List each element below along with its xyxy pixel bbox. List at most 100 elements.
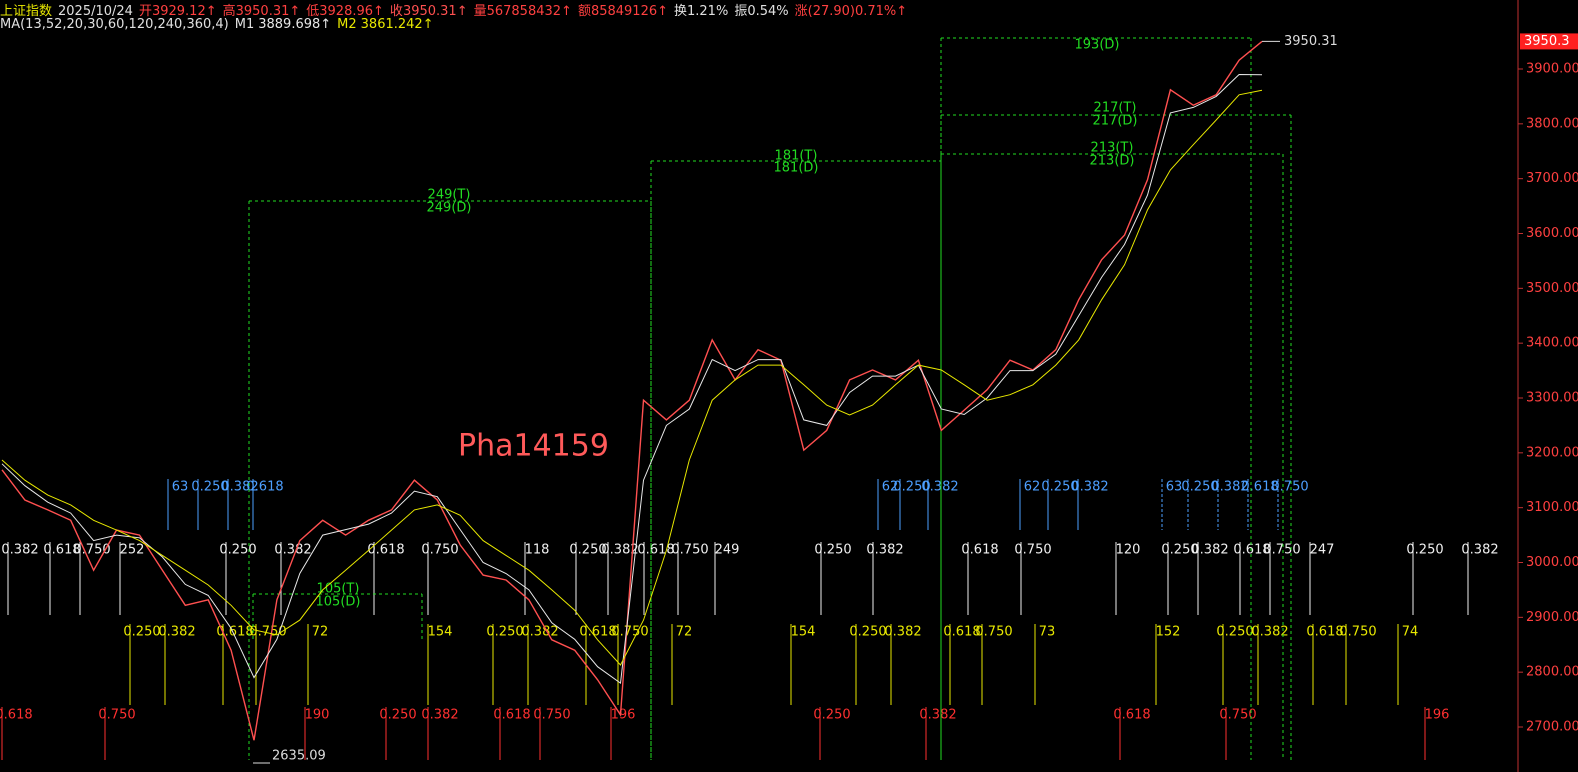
cycle-label: 105(T) bbox=[317, 582, 360, 597]
fib-label: 0.250 bbox=[1406, 543, 1443, 558]
fib-label: 0.250 bbox=[1161, 543, 1198, 558]
series-current: 3950.31↑ bbox=[402, 4, 468, 19]
fib-label: 0.750 bbox=[1271, 480, 1308, 495]
watermark: Pha14159 bbox=[458, 429, 609, 464]
fib-label: 247 bbox=[1310, 543, 1335, 558]
cycle-label: 249(T) bbox=[428, 188, 471, 203]
fib-label: 0.382 bbox=[601, 543, 638, 558]
fib-label: 62 bbox=[882, 480, 899, 495]
cycle-label: 217(T) bbox=[1094, 101, 1137, 116]
fib-label: 0.750 bbox=[1014, 543, 1051, 558]
y-tick-label: 2900.00 bbox=[1526, 610, 1578, 625]
info-item: 开3929.12↑ bbox=[138, 4, 217, 19]
series-name: M2 bbox=[337, 17, 357, 32]
fib-label: 0.618 bbox=[1306, 625, 1343, 640]
header-line: 上证指数 2025/10/24 开3929.12↑ 高3950.31↑ 低3928.96… bbox=[0, 0, 913, 19]
y-tick-label: 3500.00 bbox=[1526, 281, 1578, 296]
fib-label: 0.382 bbox=[1461, 543, 1498, 558]
fib-label: 0.250 bbox=[219, 543, 256, 558]
last-price-label: 3950.3 bbox=[1524, 34, 1570, 49]
fib-label: 0.250 bbox=[486, 625, 523, 640]
fib-label: 0.618 bbox=[1233, 543, 1270, 558]
cycle-label: 213(T) bbox=[1091, 141, 1134, 156]
fib-label: 0.250 bbox=[123, 625, 160, 640]
fib-label: 0.250 bbox=[893, 480, 930, 495]
last-price-box bbox=[1520, 33, 1578, 50]
cycle-label: 105(D) bbox=[316, 595, 361, 610]
fib-label: 0.750 bbox=[671, 543, 708, 558]
y-tick-label: 3800.00 bbox=[1526, 116, 1578, 131]
info-item: 涨(27.90)0.71%↑ bbox=[794, 4, 908, 19]
info-item: 换1.21% bbox=[674, 4, 729, 19]
fib-label: 0.382 bbox=[921, 480, 958, 495]
fib-label: 0.250 bbox=[813, 708, 850, 723]
fib-label: 154 bbox=[791, 625, 816, 640]
fib-label: 0.382 bbox=[1191, 543, 1228, 558]
series-name: M1 bbox=[234, 17, 255, 32]
cycle-label: 181(D) bbox=[774, 161, 819, 176]
fib-label: 0.250 bbox=[569, 543, 606, 558]
fib-label: 0.250 bbox=[1181, 480, 1218, 495]
fib-label: 74 bbox=[1402, 625, 1419, 640]
fib-label: 196 bbox=[611, 708, 636, 723]
fib-label: 0.382 bbox=[1251, 625, 1288, 640]
fib-label: 0.750 bbox=[98, 708, 135, 723]
fib-label: 0.750 bbox=[975, 625, 1012, 640]
cycle-label: 181(T) bbox=[775, 149, 818, 164]
fib-label: 0.382 bbox=[919, 708, 956, 723]
fib-label: 0.750 bbox=[1263, 543, 1300, 558]
fib-label: 62 bbox=[1024, 480, 1041, 495]
y-tick-label: 3000.00 bbox=[1526, 555, 1578, 570]
fib-label: 0.382 bbox=[421, 708, 458, 723]
fib-label: 0.250 bbox=[814, 543, 851, 558]
fib-label: 0.382 bbox=[274, 543, 311, 558]
fib-label: 190 bbox=[305, 708, 330, 723]
fib-label: 0.250 bbox=[191, 480, 228, 495]
series-current: 3861.242↑ bbox=[360, 17, 434, 32]
fib-label: 0.618 bbox=[216, 625, 253, 640]
fib-label: 0.382 bbox=[1211, 480, 1248, 495]
low-label: 2635.09 bbox=[272, 749, 326, 764]
high-label: 3950.31 bbox=[1284, 34, 1338, 49]
fib-label: 0.250 bbox=[1041, 480, 1078, 495]
fib-label: 0.250 bbox=[379, 708, 416, 723]
header-line: MA(13,52,20,30,60,120,240,360,4) M1 3889.6… bbox=[0, 17, 440, 32]
fib-label: 0.250 bbox=[1216, 625, 1253, 640]
ma-title: MA(13,52,20,30,60,120,240,360,4) bbox=[0, 17, 229, 32]
fib-label: 0.750 bbox=[611, 625, 648, 640]
fib-label: 0.382 bbox=[1, 543, 38, 558]
fib-label: 73 bbox=[1039, 625, 1056, 640]
fib-label: 0.750 bbox=[1339, 625, 1376, 640]
fib-label: 0.382 bbox=[866, 543, 903, 558]
y-tick-label: 3700.00 bbox=[1526, 171, 1578, 186]
fib-label: 0.618 bbox=[246, 480, 283, 495]
fib-label: 252 bbox=[120, 543, 145, 558]
y-tick-label: 3900.00 bbox=[1526, 62, 1578, 77]
fib-label: 0.618 bbox=[637, 543, 674, 558]
y-tick-label: 3600.00 bbox=[1526, 226, 1578, 241]
fib-label: 0.618 bbox=[961, 543, 998, 558]
info-item: 振0.54% bbox=[734, 4, 789, 19]
fib-label: 63 bbox=[172, 480, 189, 495]
info-item: 上证指数 bbox=[0, 4, 53, 19]
fib-label: 0.618 bbox=[1113, 708, 1150, 723]
fib-label: 154 bbox=[428, 625, 453, 640]
info-item: 低3928.96↑ bbox=[306, 4, 384, 19]
fib-label: 0.618 bbox=[0, 708, 33, 723]
y-tick-label: 2700.00 bbox=[1526, 719, 1578, 734]
info-item: 额85849126↑ bbox=[577, 4, 668, 19]
fib-label: 63 bbox=[1166, 480, 1183, 495]
info-item: 2025/10/24 bbox=[58, 4, 133, 19]
fib-label: 0.618 bbox=[43, 543, 80, 558]
fib-label: 118 bbox=[525, 543, 550, 558]
series-current: 3889.698↑ bbox=[258, 17, 332, 32]
cycle-label: 213(D) bbox=[1090, 154, 1135, 169]
y-tick-label: 3100.00 bbox=[1526, 500, 1578, 515]
fib-label: 0.250 bbox=[849, 625, 886, 640]
fib-label: 152 bbox=[1156, 625, 1181, 640]
info-item: 高3950.31↑ bbox=[222, 4, 301, 19]
fib-label: 0.382 bbox=[521, 625, 558, 640]
series-name: 收 bbox=[389, 4, 403, 19]
